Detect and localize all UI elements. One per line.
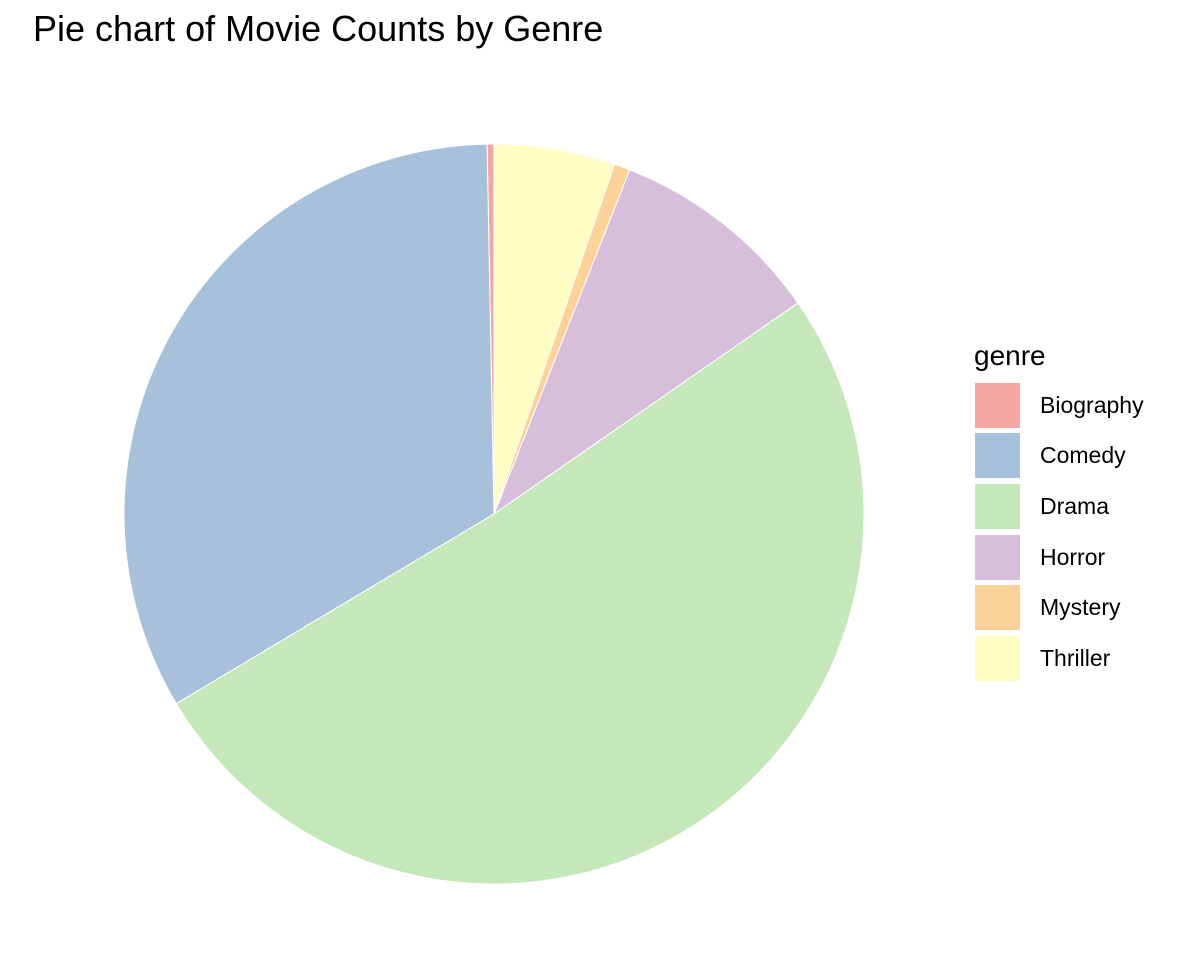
legend-swatch — [974, 584, 1021, 632]
legend-swatch — [974, 533, 1021, 581]
legend-swatch — [974, 432, 1021, 480]
legend-item-horror: Horror — [974, 532, 1144, 583]
legend-title: genre — [974, 340, 1046, 371]
legend-items: Biography Comedy Drama Horror Mystery Thrille… — [974, 380, 1144, 684]
legend-label: Comedy — [1040, 442, 1126, 469]
pie-slice-thriller — [493, 143, 616, 515]
legend: genre Biography Comedy Drama Horror Mystery T… — [974, 336, 1144, 684]
legend-swatch — [974, 381, 1021, 429]
legend-swatch — [974, 634, 1021, 682]
legend-item-mystery: Mystery — [974, 582, 1144, 633]
legend-item-thriller: Thriller — [974, 633, 1144, 684]
legend-label: Biography — [1040, 391, 1144, 418]
legend-label: Drama — [1040, 492, 1110, 519]
legend-label: Horror — [1040, 543, 1106, 570]
legend-item-drama: Drama — [974, 481, 1144, 532]
legend-label: Mystery — [1040, 594, 1121, 621]
chart-title: Pie chart of Movie Counts by Genre — [33, 8, 604, 49]
legend-swatch — [974, 482, 1021, 530]
pie-slice-horror — [492, 169, 799, 516]
legend-label: Thriller — [1040, 644, 1111, 671]
pie-slice-drama — [175, 302, 865, 885]
legend-item-biography: Biography — [974, 380, 1144, 431]
legend-item-comedy: Comedy — [974, 431, 1144, 482]
pie-slice-comedy — [123, 143, 495, 705]
